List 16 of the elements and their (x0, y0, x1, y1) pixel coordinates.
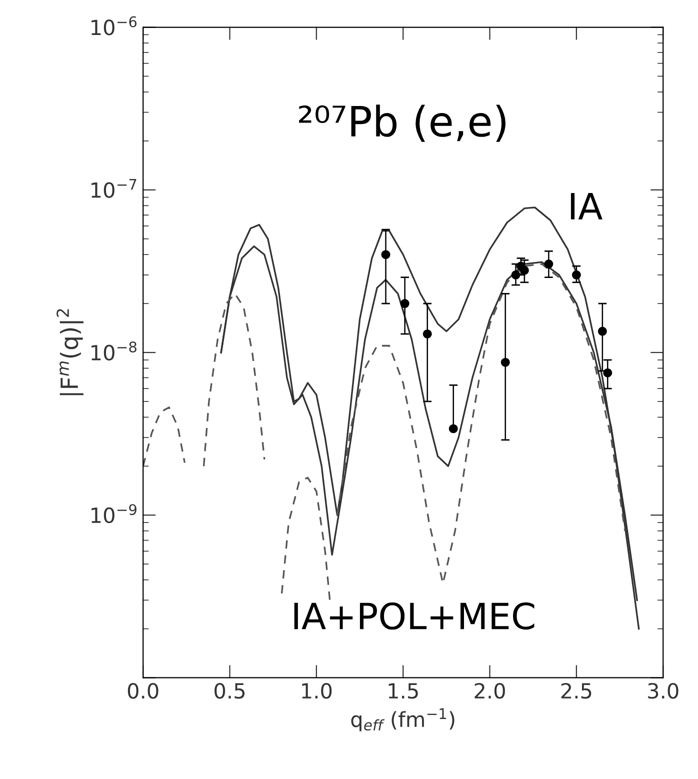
y-axis-title: |F$^{m}$(q)|$^{2}$ (56, 309, 84, 396)
x-tick-label: 2.5 (561, 682, 592, 699)
y-tick-label: 10$^{−6}$ (92, 16, 137, 36)
x-tick-label: 1.0 (302, 682, 332, 699)
x-tick-label: 1.5 (388, 683, 418, 699)
x-tick-label: 3.0 (648, 682, 678, 699)
y-tick-label: 10$^{−9}$ (92, 504, 136, 524)
y-tick-label: 10$^{−7}$ (92, 179, 136, 198)
x-tick-label: 2.0 (474, 682, 505, 699)
text: ²⁰⁷Pb (e,e) (299, 104, 506, 142)
x-axis-title: q$_{eff}$ (fm$^{−1}$) (351, 708, 454, 732)
annotation: IA+POL+MEC (294, 602, 534, 630)
annotation: IA (570, 193, 602, 220)
y-tick-label: 10$^{−8}$ (92, 341, 136, 361)
x-tick-label: 0.0 (128, 682, 158, 699)
x-tick-label: 0.5 (214, 682, 245, 699)
